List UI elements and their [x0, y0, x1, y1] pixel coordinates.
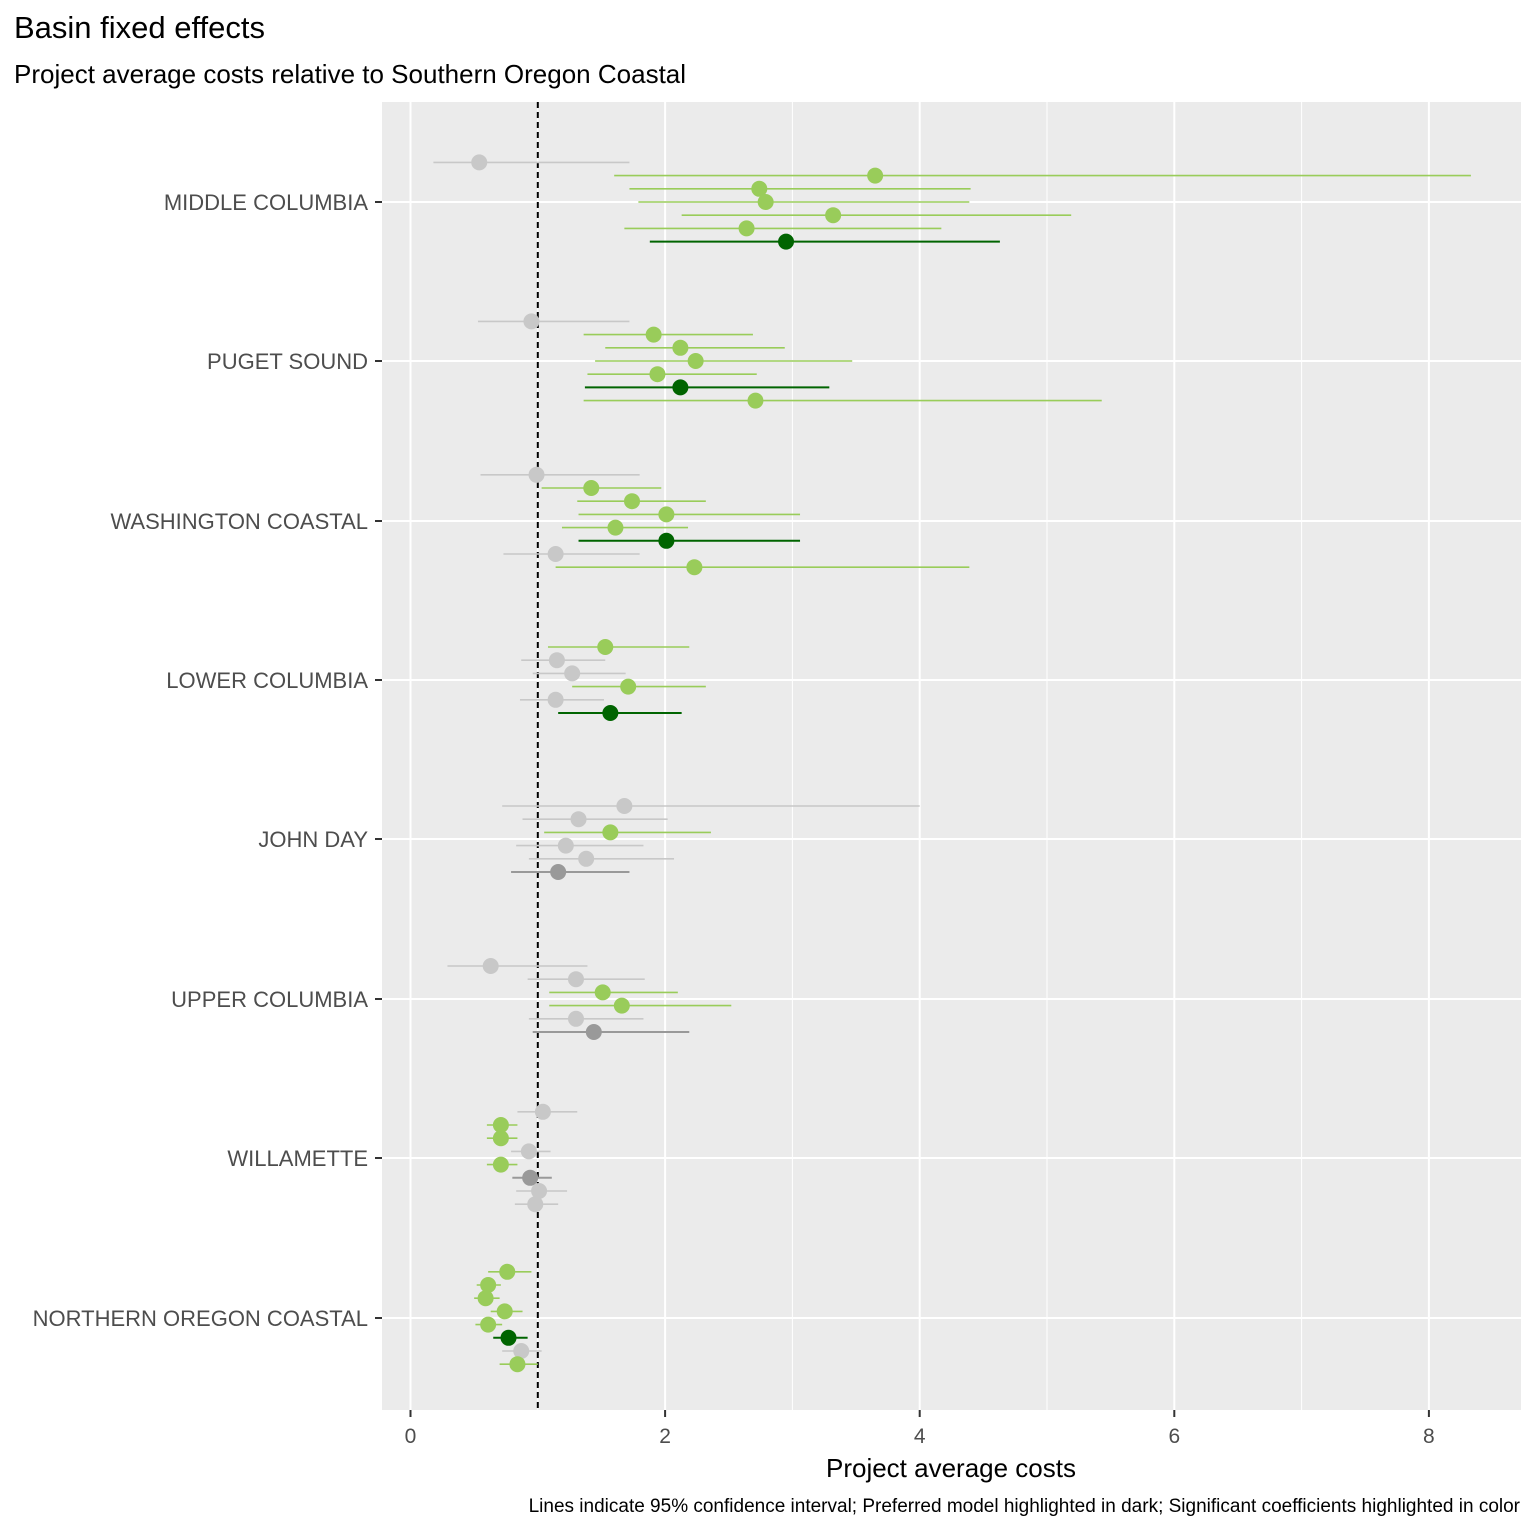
- point-estimate: [567, 1010, 584, 1027]
- estimate-group: [477, 313, 1102, 409]
- point-estimate: [509, 1356, 526, 1373]
- point-estimate: [624, 493, 641, 510]
- estimate-group: [433, 154, 1471, 250]
- point-estimate: [578, 850, 595, 867]
- point-estimate: [547, 546, 564, 562]
- point-estimate: [528, 466, 545, 483]
- point-estimate: [527, 1196, 544, 1213]
- x-tick-label: 6: [1168, 1425, 1180, 1448]
- point-estimate: [564, 665, 581, 682]
- point-estimate: [778, 233, 795, 250]
- point-estimate: [613, 997, 630, 1014]
- point-estimate: [477, 1290, 494, 1307]
- point-estimate: [687, 353, 704, 369]
- major-gridlines: [382, 102, 1521, 1410]
- point-estimate: [585, 1024, 602, 1040]
- point-estimate: [522, 1169, 539, 1186]
- point-estimate: [523, 313, 540, 330]
- chart-title: Basin fixed effects: [14, 10, 266, 45]
- point-estimate: [480, 1277, 497, 1293]
- y-tick-label: PUGET SOUND: [207, 349, 368, 374]
- x-axis-label: Project average costs: [826, 1453, 1076, 1483]
- y-tick-label: WASHINGTON COASTAL: [110, 509, 368, 534]
- data-marks: [433, 154, 1471, 1373]
- estimate-group: [474, 1263, 542, 1373]
- point-estimate: [547, 691, 564, 708]
- point-estimate: [482, 958, 499, 974]
- y-tick-label: UPPER COLUMBIA: [171, 987, 368, 1012]
- y-tick-label: MIDDLE COLUMBIA: [164, 190, 368, 215]
- point-estimate: [583, 480, 600, 496]
- estimate-group: [502, 798, 920, 880]
- point-estimate: [747, 392, 764, 409]
- point-estimate: [607, 519, 624, 536]
- point-estimate: [616, 798, 633, 814]
- point-estimate: [499, 1263, 516, 1280]
- point-estimate: [480, 1316, 497, 1333]
- point-estimate: [531, 1183, 548, 1199]
- y-tick-label: WILLAMETTE: [227, 1146, 368, 1171]
- point-estimate: [570, 811, 587, 828]
- point-estimate: [686, 559, 703, 576]
- chart-caption: Lines indicate 95% confidence interval; …: [528, 1496, 1520, 1517]
- point-estimate: [597, 639, 614, 655]
- point-estimate: [867, 167, 884, 184]
- y-axis: MIDDLE COLUMBIA PUGET SOUND WASHINGTON COA…: [33, 190, 382, 1331]
- y-tick-label: LOWER COLUMBIA: [166, 668, 368, 693]
- x-axis: 0 2 4 6 8: [405, 1410, 1435, 1448]
- point-estimate: [649, 366, 666, 383]
- point-estimate: [520, 1143, 537, 1160]
- estimate-group: [447, 958, 732, 1040]
- estimate-group: [480, 466, 970, 576]
- point-estimate: [492, 1130, 509, 1147]
- point-estimate: [513, 1343, 530, 1359]
- point-estimate: [492, 1156, 509, 1173]
- x-tick-label: 8: [1423, 1425, 1435, 1448]
- point-estimate: [751, 180, 768, 197]
- point-estimate: [602, 705, 619, 721]
- point-estimate: [496, 1303, 513, 1320]
- estimate-group: [519, 639, 706, 721]
- point-estimate: [550, 864, 567, 880]
- point-estimate: [757, 194, 774, 210]
- chart-subtitle: Project average costs relative to Southe…: [14, 59, 687, 89]
- y-tick-label: NORTHERN OREGON COASTAL: [33, 1306, 368, 1331]
- x-tick-label: 2: [659, 1425, 671, 1448]
- point-estimate: [594, 984, 611, 1001]
- point-estimate: [738, 220, 755, 237]
- plot-panel: [382, 102, 1521, 1410]
- x-tick-label: 4: [914, 1425, 926, 1448]
- point-estimate: [471, 154, 488, 171]
- y-tick-label: JOHN DAY: [258, 827, 368, 852]
- point-estimate: [602, 824, 619, 841]
- point-estimate: [534, 1103, 551, 1120]
- x-tick-label: 0: [405, 1425, 417, 1448]
- point-estimate: [645, 326, 662, 343]
- point-estimate: [548, 652, 565, 669]
- point-estimate: [658, 532, 675, 549]
- point-estimate: [500, 1329, 517, 1346]
- point-estimate: [557, 837, 574, 854]
- point-estimate: [620, 678, 637, 695]
- point-estimate: [672, 339, 689, 356]
- point-estimate: [672, 379, 689, 396]
- point-estimate: [492, 1117, 509, 1133]
- point-estimate: [825, 207, 842, 224]
- point-estimate: [567, 971, 584, 988]
- point-estimate: [658, 506, 675, 523]
- estimate-group: [486, 1103, 578, 1213]
